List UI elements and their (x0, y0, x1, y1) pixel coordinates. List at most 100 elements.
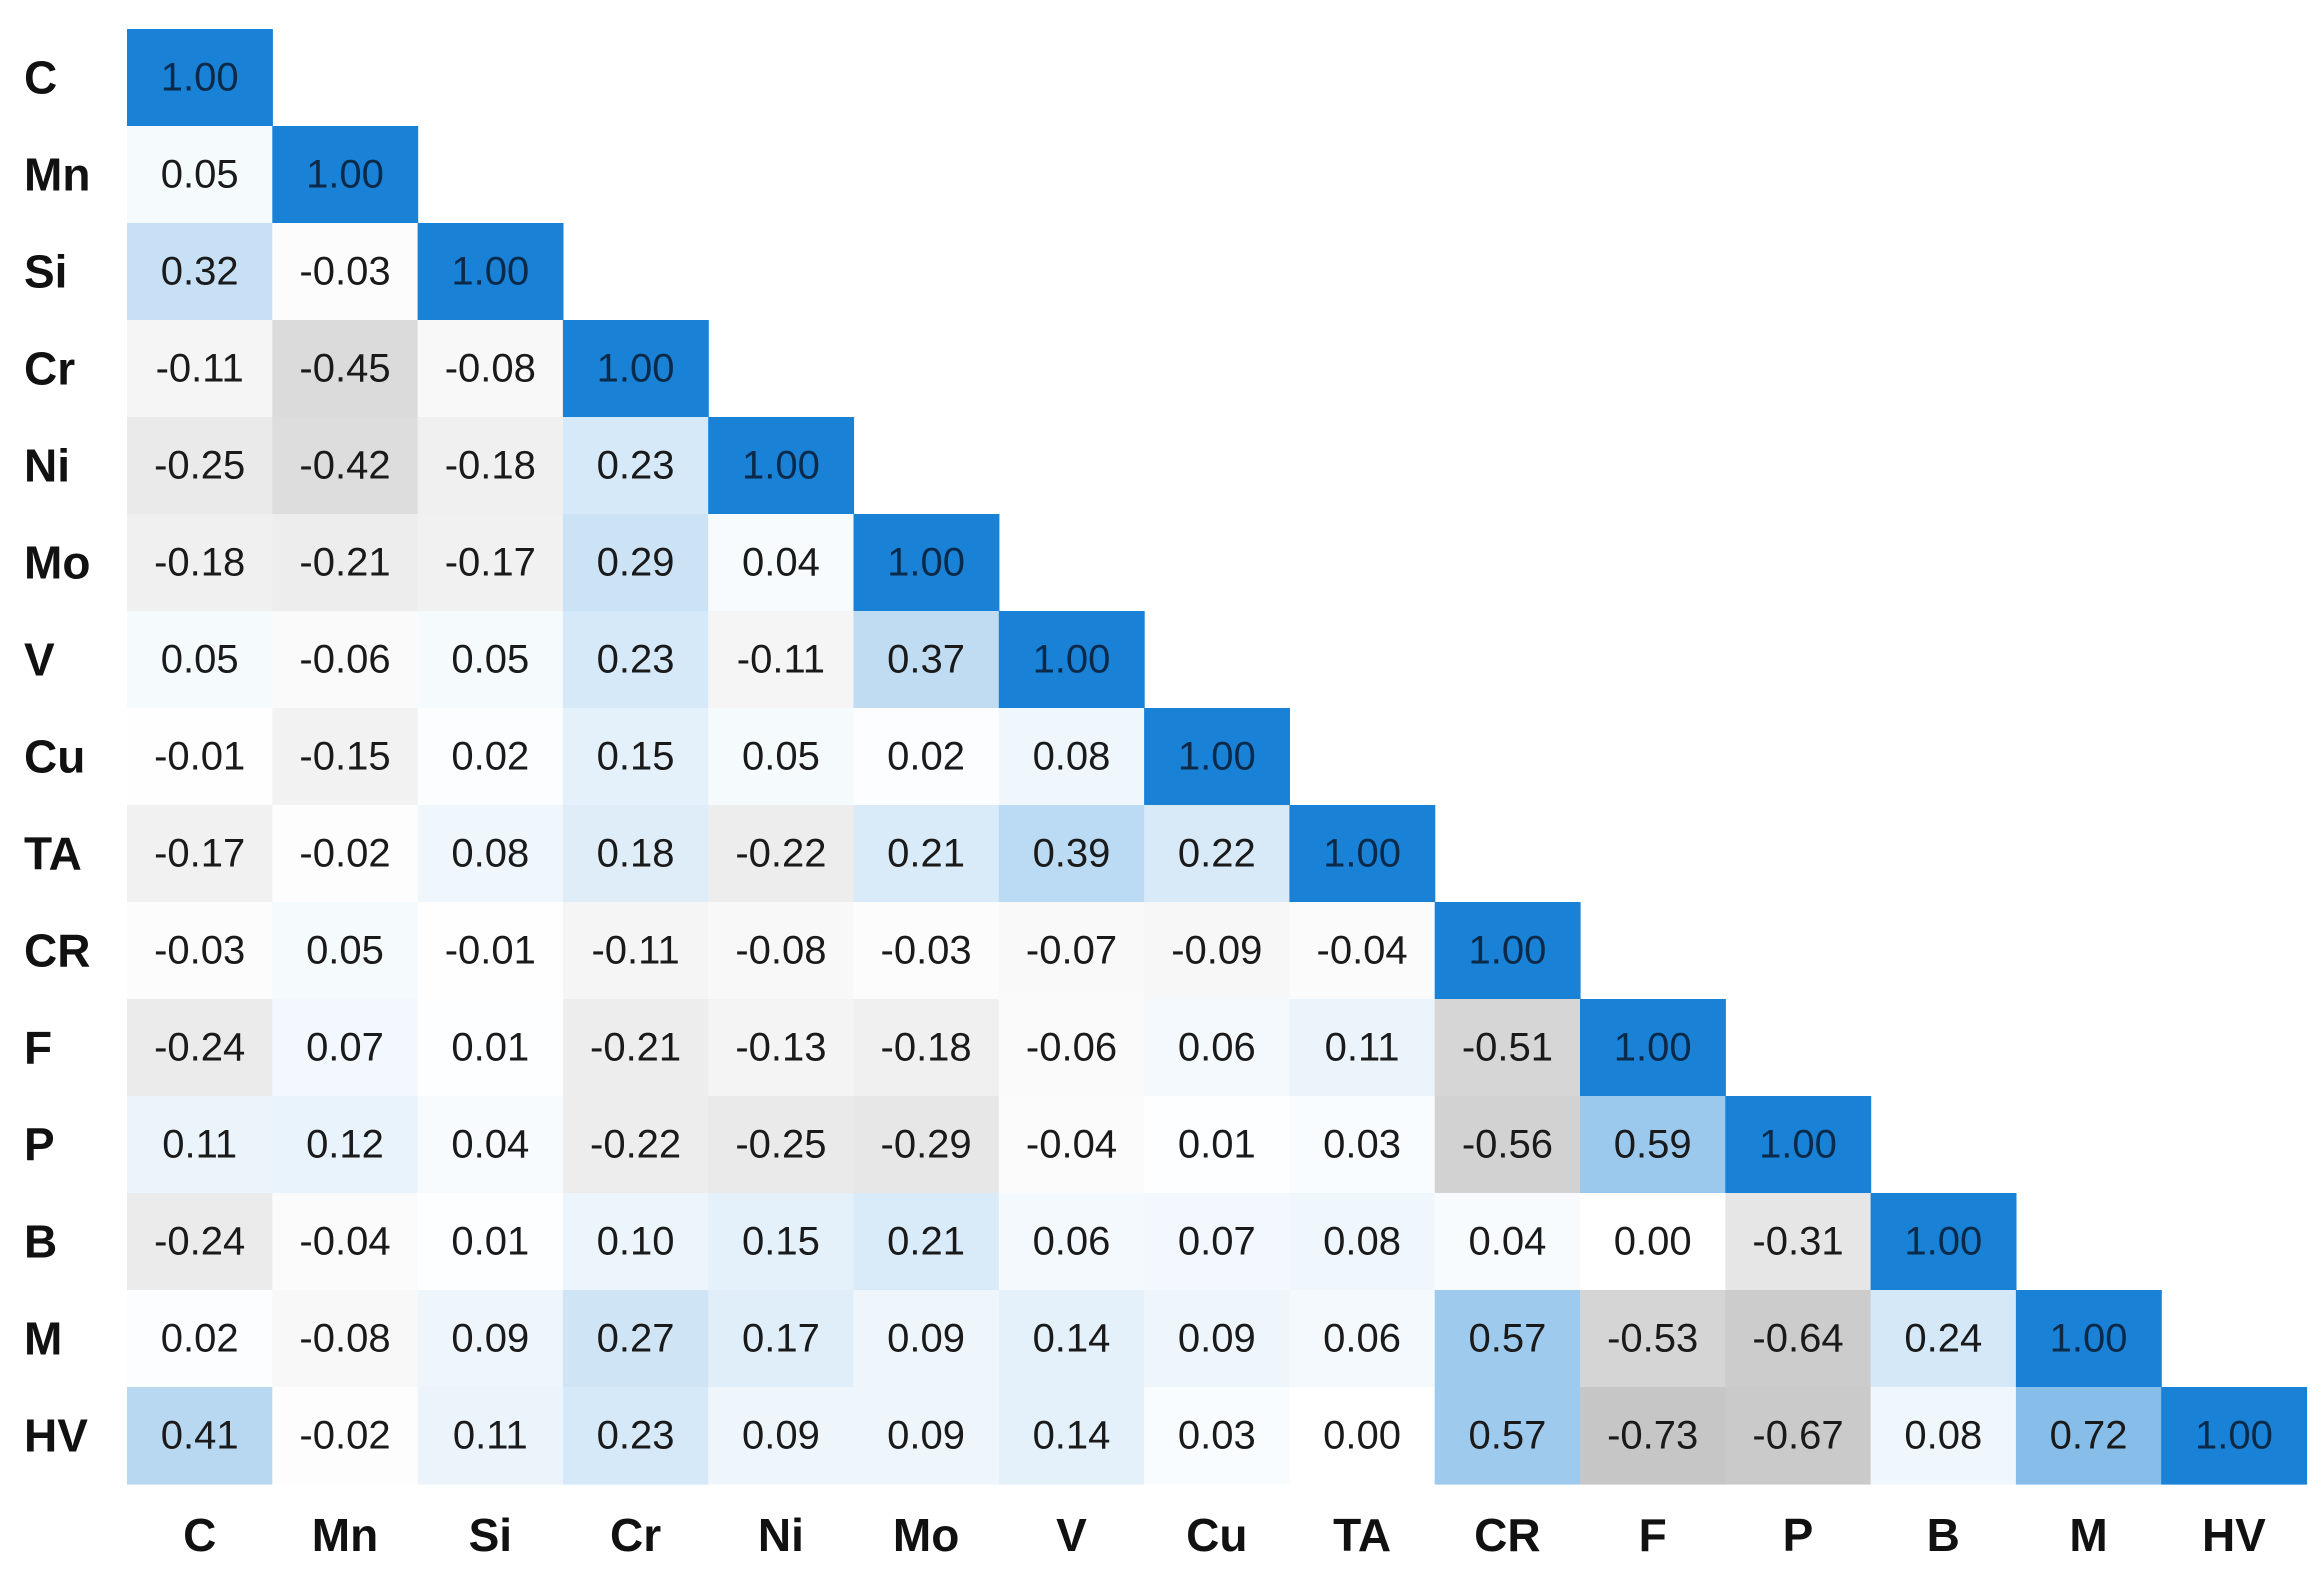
heatmap-cell-value-TA-Mn: -0.02 (299, 832, 390, 876)
heatmap-cell-M-Mn (272, 1290, 419, 1388)
heatmap-cell-value-P-Cr: -0.22 (590, 1123, 681, 1167)
heatmap-cell-HV-P (1725, 1387, 1872, 1485)
heatmap-cell-value-M-Ni: 0.17 (742, 1317, 820, 1361)
heatmap-cell-CR-C (127, 902, 273, 1000)
heatmap-cell-Cr-Mn (272, 320, 419, 418)
column-label-P: P (1783, 1509, 1814, 1561)
heatmap-cell-value-TA-C: -0.17 (154, 832, 245, 876)
heatmap-cell-TA-Mo (853, 805, 1000, 903)
heatmap-cell-value-CR-Cr: -0.11 (591, 929, 679, 973)
heatmap-cell-value-Mo-Si: -0.17 (445, 541, 536, 585)
heatmap-cell-M-Si (417, 1290, 564, 1388)
heatmap-cell-value-B-F: 0.00 (1614, 1220, 1692, 1264)
heatmap-cell-B-Mo (853, 1193, 1000, 1291)
heatmap-cell-Si-C (127, 223, 273, 321)
heatmap-cell-P-V (998, 1096, 1145, 1194)
heatmap-cell-F-Mn (272, 999, 419, 1097)
heatmap-cell-value-Cu-V: 0.08 (1033, 735, 1111, 779)
heatmap-cell-F-Si (417, 999, 564, 1097)
heatmap-cell-F-Cu (1144, 999, 1290, 1097)
heatmap-cell-V-C (127, 611, 273, 709)
heatmap-cell-HV-C (127, 1387, 273, 1485)
heatmap-cell-value-CR-Mo: -0.03 (881, 929, 972, 973)
heatmap-cell-value-CR-Si: -0.01 (445, 929, 536, 973)
heatmap-cell-value-V-Si: 0.05 (451, 638, 529, 682)
heatmap-cell-value-M-B: 0.24 (1904, 1317, 1982, 1361)
heatmap-cell-P-Ni (708, 1096, 855, 1194)
heatmap-cell-M-Mo (853, 1290, 1000, 1388)
heatmap-cell-value-HV-Si: 0.11 (453, 1414, 528, 1458)
heatmap-cell-value-B-Cu: 0.07 (1178, 1220, 1256, 1264)
row-label-F: F (24, 1022, 52, 1074)
heatmap-cell-value-Mo-Mo: 1.00 (887, 541, 965, 585)
heatmap-cell-value-F-Mo: -0.18 (881, 1026, 972, 1070)
column-label-Mo: Mo (893, 1509, 959, 1561)
heatmap-cell-value-Si-Si: 1.00 (451, 250, 529, 294)
heatmap-cell-Cu-Cu (1144, 708, 1290, 806)
heatmap-cell-value-F-Cu: 0.06 (1178, 1026, 1256, 1070)
heatmap-cells: 1.00 0.05 1.00 0.32 -0.03 1.00 -0.11 -0.45 -0.08… (127, 29, 2308, 1485)
row-label-Si: Si (24, 246, 67, 298)
heatmap-cell-value-B-Mo: 0.21 (887, 1220, 965, 1264)
heatmap-cell-B-CR (1434, 1193, 1581, 1291)
heatmap-cell-TA-Mn (272, 805, 419, 903)
heatmap-cell-value-Ni-Cr: 0.23 (597, 444, 675, 488)
heatmap-cell-TA-Cr (562, 805, 709, 903)
heatmap-cell-V-Si (417, 611, 564, 709)
heatmap-cell-TA-V (998, 805, 1145, 903)
heatmap-cell-value-P-Cu: 0.01 (1178, 1123, 1256, 1167)
heatmap-cell-Cu-Mo (853, 708, 1000, 806)
heatmap-cell-value-F-Si: 0.01 (451, 1026, 529, 1070)
heatmap-cell-value-M-C: 0.02 (161, 1317, 239, 1361)
heatmap-cell-HV-M (2015, 1387, 2162, 1485)
heatmap-cell-M-TA (1289, 1290, 1436, 1388)
heatmap-cell-value-Cu-Cr: 0.15 (597, 735, 675, 779)
heatmap-cell-HV-Mo (853, 1387, 1000, 1485)
heatmap-cell-P-Mo (853, 1096, 1000, 1194)
heatmap-cell-M-B (1870, 1290, 2017, 1388)
heatmap-cell-M-C (127, 1290, 273, 1388)
column-label-Si: Si (469, 1509, 512, 1561)
heatmap-cell-F-Mo (853, 999, 1000, 1097)
heatmap-cell-Mo-Mo (853, 514, 1000, 612)
heatmap-cell-M-M (2015, 1290, 2162, 1388)
column-label-Mn: Mn (312, 1509, 378, 1561)
heatmap-cell-value-HV-Ni: 0.09 (742, 1414, 820, 1458)
heatmap-cell-value-Cu-Cu: 1.00 (1178, 735, 1256, 779)
row-label-Cr: Cr (24, 343, 75, 395)
heatmap-cell-Cu-Si (417, 708, 564, 806)
column-label-CR: CR (1474, 1509, 1540, 1561)
column-label-TA: TA (1333, 1509, 1391, 1561)
heatmap-cell-value-Cr-Si: -0.08 (445, 347, 536, 391)
row-label-HV: HV (24, 1410, 88, 1462)
heatmap-cell-value-HV-Mn: -0.02 (299, 1414, 390, 1458)
heatmap-cell-value-TA-TA: 1.00 (1323, 832, 1401, 876)
heatmap-cell-M-Ni (708, 1290, 855, 1388)
row-label-B: B (24, 1216, 57, 1268)
heatmap-cell-value-M-Mn: -0.08 (299, 1317, 390, 1361)
heatmap-cell-value-F-TA: 0.11 (1325, 1026, 1400, 1070)
heatmap-cell-value-P-F: 0.59 (1614, 1123, 1692, 1167)
heatmap-cell-CR-Cr (562, 902, 709, 1000)
heatmap-cell-Mo-Mn (272, 514, 419, 612)
row-label-M: M (24, 1313, 62, 1365)
heatmap-cell-value-Ni-Ni: 1.00 (742, 444, 820, 488)
heatmap-cell-value-TA-Cr: 0.18 (597, 832, 675, 876)
row-label-CR: CR (24, 925, 90, 977)
heatmap-cell-value-CR-V: -0.07 (1026, 929, 1117, 973)
heatmap-cell-M-Cu (1144, 1290, 1290, 1388)
heatmap-cell-V-Cr (562, 611, 709, 709)
heatmap-cell-value-P-Si: 0.04 (451, 1123, 529, 1167)
heatmap-cell-TA-Ni (708, 805, 855, 903)
heatmap-cell-value-Cu-Ni: 0.05 (742, 735, 820, 779)
heatmap-cell-value-F-Mn: 0.07 (306, 1026, 384, 1070)
column-labels: C Mn Si Cr Ni Mo V Cu TA CR F P B M HV (183, 1509, 2266, 1561)
column-label-C: C (183, 1509, 216, 1561)
heatmap-cell-B-P (1725, 1193, 1872, 1291)
heatmap-cell-value-Cu-Mn: -0.15 (299, 735, 390, 779)
heatmap-cell-HV-B (1870, 1387, 2017, 1485)
heatmap-cell-value-Mo-C: -0.18 (154, 541, 245, 585)
heatmap-cell-value-Mo-Mn: -0.21 (299, 541, 390, 585)
heatmap-cell-value-HV-C: 0.41 (161, 1414, 239, 1458)
heatmap-cell-B-Mn (272, 1193, 419, 1291)
